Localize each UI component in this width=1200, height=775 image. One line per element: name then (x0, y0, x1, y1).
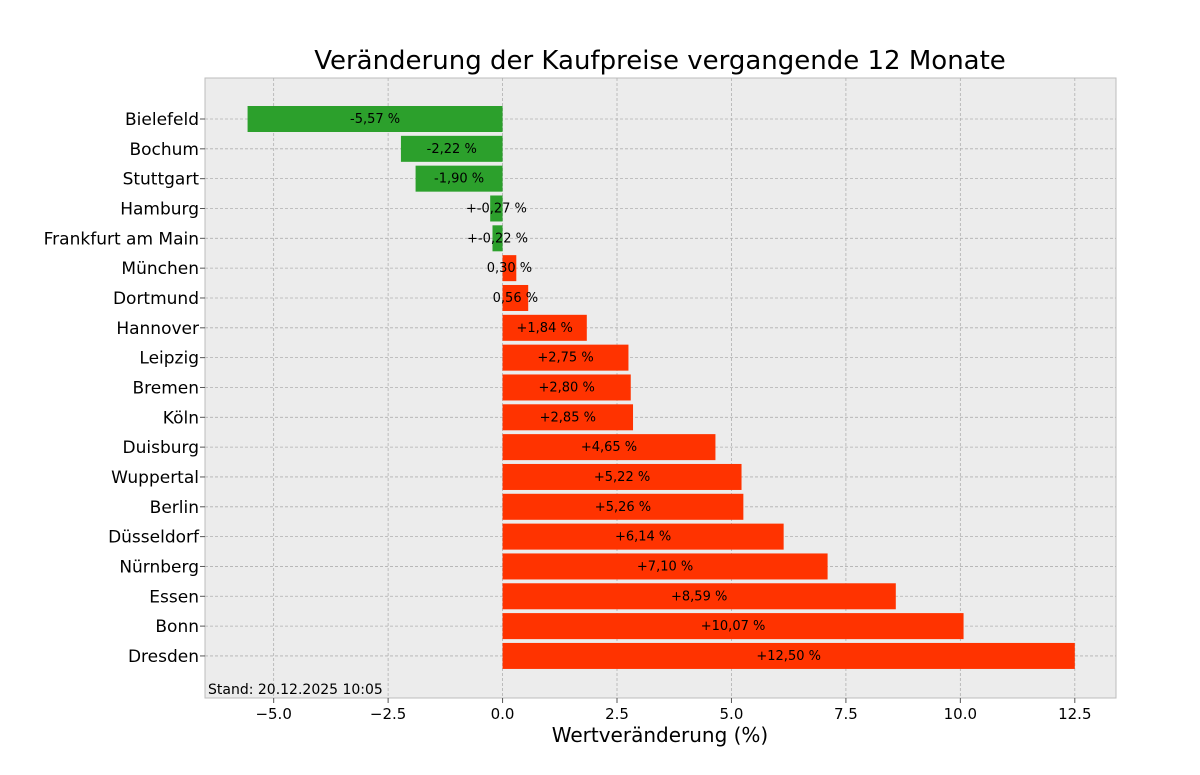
y-tick-label: Essen (149, 587, 199, 607)
bar (502, 613, 964, 640)
bar-value-label: +2,80 % (538, 380, 594, 395)
bar (502, 493, 744, 520)
bar (502, 284, 529, 311)
bar-value-label: +12,50 % (756, 649, 821, 664)
bar (502, 434, 716, 461)
bar (502, 642, 1075, 669)
y-tick-label: Nürnberg (119, 557, 199, 577)
y-tick-label: Bremen (132, 378, 199, 398)
bar (492, 225, 503, 252)
bar-value-label: +10,07 % (701, 619, 766, 634)
data-labels: -5,57 % -2,22 % -1,90 % +-0,27 % +-0,22 % 0,3… (350, 112, 821, 664)
bar-value-label: +-0,27 % (466, 201, 527, 216)
y-tick-label: Bonn (155, 617, 199, 637)
bar (502, 583, 896, 610)
y-tick-label: Wuppertal (111, 468, 199, 488)
y-tick-label: Hamburg (120, 199, 199, 219)
bar (502, 344, 629, 371)
y-tick-label: Duisburg (123, 438, 200, 458)
timestamp-note: Stand: 20.12.2025 10:05 (208, 682, 383, 698)
bar-value-label: +6,14 % (615, 530, 671, 545)
y-tick-label: Leipzig (139, 349, 199, 369)
bar (400, 135, 503, 162)
bar (502, 463, 742, 490)
x-tick-label: −2.5 (370, 705, 406, 723)
y-tick-label: Köln (163, 408, 199, 428)
bar-value-label: +7,10 % (637, 559, 693, 574)
bar-value-label: 0,56 % (493, 291, 538, 306)
bar-value-label: +2,85 % (540, 410, 596, 425)
x-tick-label: 7.5 (834, 705, 858, 723)
x-tick-label: 5.0 (720, 705, 744, 723)
y-tick-label: Stuttgart (123, 170, 200, 190)
x-tick-label: 10.0 (944, 705, 977, 723)
bar (415, 165, 503, 192)
bar (490, 195, 503, 222)
bar-value-label: +1,84 % (517, 321, 573, 336)
bar-value-label: +8,59 % (671, 589, 727, 604)
y-tick-label: Bochum (129, 140, 199, 160)
chart-title: Veränderung der Kaufpreise vergangende 1… (314, 46, 1006, 76)
x-tick-label: −5.0 (255, 705, 291, 723)
bar (502, 374, 631, 401)
bar (502, 523, 784, 550)
bar-value-label: -5,57 % (350, 112, 400, 127)
bars (247, 106, 1075, 669)
bar (502, 553, 828, 580)
bar-value-label: +-0,22 % (467, 231, 528, 246)
bar (502, 255, 517, 282)
bar (502, 404, 634, 431)
bar (247, 106, 503, 132)
x-tick-label: 2.5 (605, 705, 629, 723)
y-tick-label: München (121, 259, 199, 279)
x-axis-label: Wertveränderung (%) (552, 723, 769, 747)
bar (502, 314, 587, 341)
y-tick-label: Berlin (150, 498, 199, 518)
x-tick-label: 12.5 (1058, 705, 1091, 723)
y-tick-label: Düsseldorf (108, 528, 200, 548)
bar-value-label: -1,90 % (434, 172, 484, 187)
bar-value-label: +4,65 % (581, 440, 637, 455)
y-tick-label: Bielefeld (125, 110, 199, 130)
y-tick-label: Dortmund (113, 289, 199, 309)
y-axis-labels: Bielefeld Bochum Stuttgart Hamburg Frankfurt… (44, 110, 205, 667)
y-tick-label: Dresden (128, 647, 199, 667)
bar-value-label: 0,30 % (487, 261, 532, 276)
bar-value-label: -2,22 % (427, 142, 477, 157)
x-tick-label: 0.0 (491, 705, 515, 723)
y-tick-label: Frankfurt am Main (44, 229, 199, 249)
bar-value-label: +5,26 % (595, 500, 651, 515)
bar-value-label: +5,22 % (594, 470, 650, 485)
bar-value-label: +2,75 % (537, 351, 593, 366)
x-axis-ticks: −5.0 −2.5 0.0 2.5 5.0 7.5 10.0 12.5 (255, 698, 1092, 723)
y-tick-label: Hannover (116, 319, 199, 339)
